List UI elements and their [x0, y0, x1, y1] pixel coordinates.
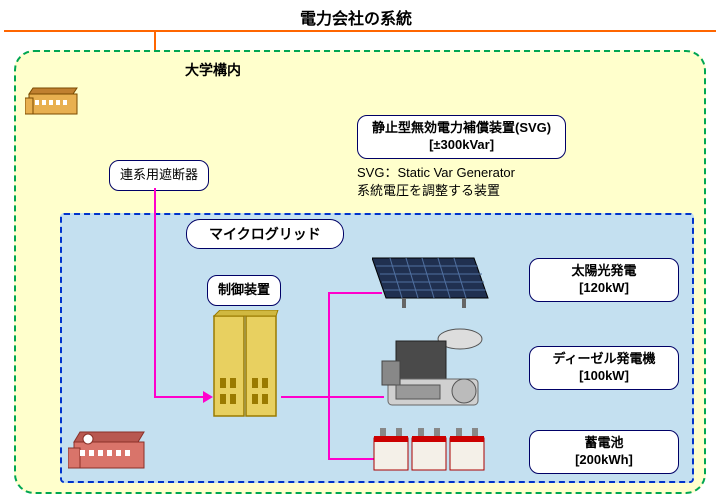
pv-icon	[372, 254, 492, 310]
diesel-icon	[378, 323, 488, 413]
mg-line-bus-v	[328, 292, 330, 460]
mg-line-bus-h	[281, 396, 359, 398]
controller-label: 制御装置	[207, 275, 281, 306]
microgrid-label: マイクログリッド	[186, 219, 344, 249]
page-title: 電力会社の系統	[300, 5, 412, 29]
grid-line-horizontal	[4, 30, 716, 32]
mg-line-main-v	[154, 188, 156, 398]
breaker-label: 連系用遮断器	[109, 160, 209, 191]
svg-device-label: 静止型無効電力補償装置(SVG) [±300kVar]	[357, 115, 566, 159]
diagram-canvas: 電力会社の系統 大学構内 連系用遮断器 静止型無効電力補償装置(SVG) [±3…	[0, 0, 720, 502]
campus-label: 大学構内	[185, 60, 241, 80]
svg-device-note: SVG：Static Var Generator 系統電圧を調整する装置	[357, 164, 515, 200]
building2-icon	[68, 420, 148, 472]
diesel-label: ディーゼル発電機 [100kW]	[529, 346, 679, 390]
building-icon	[25, 80, 81, 116]
battery-label: 蓄電池 [200kWh]	[529, 430, 679, 474]
mg-line-battery	[330, 458, 376, 460]
battery-icon	[372, 426, 488, 474]
mg-line-main-h	[156, 396, 204, 398]
controller-icon	[212, 310, 280, 422]
pv-label: 太陽光発電 [120kW]	[529, 258, 679, 302]
